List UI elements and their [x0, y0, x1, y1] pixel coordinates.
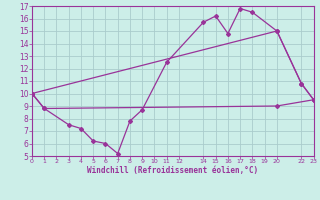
X-axis label: Windchill (Refroidissement éolien,°C): Windchill (Refroidissement éolien,°C): [87, 166, 258, 175]
